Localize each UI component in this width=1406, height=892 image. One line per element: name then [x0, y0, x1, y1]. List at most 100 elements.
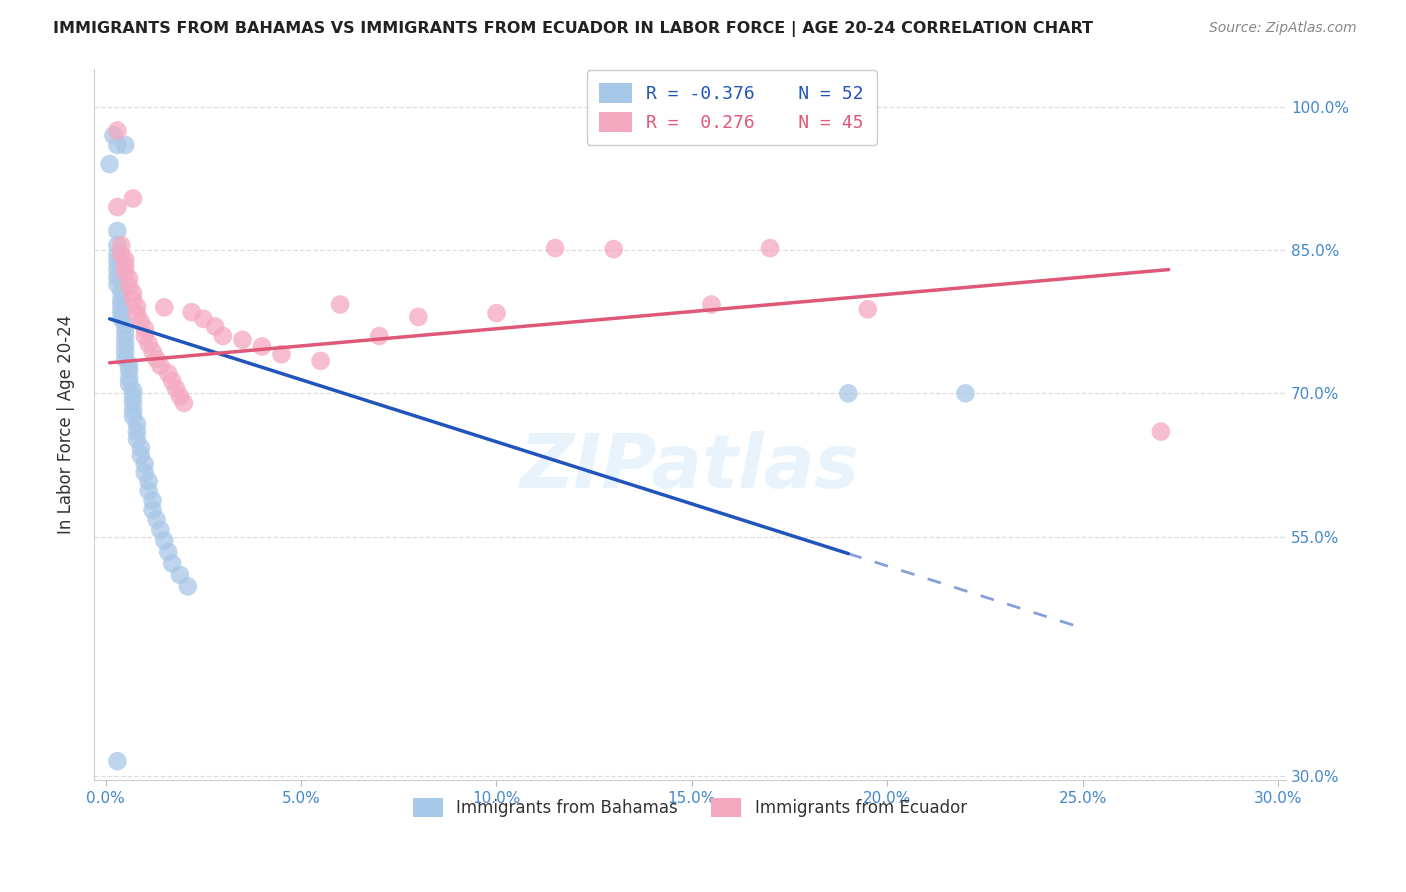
Point — [122, 409, 145, 424]
Point — [114, 258, 136, 272]
Point — [169, 567, 191, 582]
Point — [105, 262, 128, 277]
Point — [368, 329, 391, 343]
Point — [145, 351, 167, 366]
Point — [157, 545, 180, 559]
Point — [105, 269, 128, 284]
Point — [134, 321, 156, 335]
Point — [160, 557, 183, 571]
Point — [114, 318, 136, 333]
Point — [105, 200, 128, 214]
Point — [408, 310, 430, 324]
Point — [105, 277, 128, 292]
Point — [204, 319, 226, 334]
Point — [129, 315, 152, 329]
Point — [110, 311, 132, 326]
Point — [955, 386, 977, 401]
Point — [250, 340, 273, 354]
Point — [122, 384, 145, 398]
Point — [110, 238, 132, 252]
Point — [134, 466, 156, 480]
Point — [122, 389, 145, 403]
Point — [134, 457, 156, 471]
Point — [122, 403, 145, 417]
Point — [157, 366, 180, 380]
Point — [329, 297, 352, 311]
Point — [105, 138, 128, 153]
Point — [125, 300, 148, 314]
Point — [856, 302, 879, 317]
Point — [173, 396, 195, 410]
Point — [114, 345, 136, 359]
Point — [153, 301, 176, 315]
Point — [105, 238, 128, 252]
Point — [118, 363, 141, 377]
Point — [122, 286, 145, 301]
Point — [110, 248, 132, 262]
Point — [212, 329, 235, 343]
Point — [138, 483, 160, 498]
Point — [129, 441, 152, 455]
Point — [153, 533, 176, 548]
Point — [180, 305, 202, 319]
Point — [129, 449, 152, 463]
Point — [105, 224, 128, 238]
Text: ZIPatlas: ZIPatlas — [520, 431, 860, 504]
Point — [270, 347, 292, 361]
Point — [145, 512, 167, 526]
Point — [118, 279, 141, 293]
Point — [138, 336, 160, 351]
Point — [114, 252, 136, 267]
Point — [125, 425, 148, 439]
Point — [110, 298, 132, 312]
Point — [125, 432, 148, 446]
Point — [1150, 425, 1173, 439]
Point — [125, 307, 148, 321]
Point — [544, 241, 567, 255]
Point — [138, 475, 160, 489]
Point — [98, 157, 121, 171]
Point — [105, 248, 128, 262]
Point — [105, 123, 128, 137]
Point — [700, 297, 723, 311]
Point — [485, 306, 508, 320]
Point — [103, 128, 125, 143]
Point — [114, 338, 136, 352]
Point — [759, 241, 782, 255]
Point — [114, 325, 136, 339]
Point — [114, 351, 136, 366]
Point — [231, 333, 253, 347]
Point — [118, 271, 141, 285]
Text: IMMIGRANTS FROM BAHAMAS VS IMMIGRANTS FROM ECUADOR IN LABOR FORCE | AGE 20-24 CO: IMMIGRANTS FROM BAHAMAS VS IMMIGRANTS FR… — [53, 21, 1094, 37]
Point — [118, 376, 141, 391]
Point — [122, 191, 145, 205]
Point — [118, 358, 141, 372]
Point — [114, 332, 136, 346]
Point — [142, 493, 165, 508]
Point — [169, 389, 191, 403]
Legend: Immigrants from Bahamas, Immigrants from Ecuador: Immigrants from Bahamas, Immigrants from… — [405, 790, 976, 825]
Point — [193, 311, 215, 326]
Point — [134, 329, 156, 343]
Point — [114, 138, 136, 153]
Point — [118, 371, 141, 385]
Point — [105, 754, 128, 768]
Point — [110, 285, 132, 299]
Point — [165, 382, 187, 396]
Point — [149, 359, 172, 373]
Point — [105, 254, 128, 268]
Point — [309, 354, 332, 368]
Point — [837, 386, 859, 401]
Point — [110, 305, 132, 319]
Point — [114, 265, 136, 279]
Point — [122, 396, 145, 410]
Point — [125, 417, 148, 431]
Point — [149, 523, 172, 537]
Point — [177, 579, 200, 593]
Point — [160, 374, 183, 388]
Text: Source: ZipAtlas.com: Source: ZipAtlas.com — [1209, 21, 1357, 35]
Point — [603, 242, 626, 256]
Point — [142, 344, 165, 359]
Y-axis label: In Labor Force | Age 20-24: In Labor Force | Age 20-24 — [58, 315, 75, 534]
Point — [142, 503, 165, 517]
